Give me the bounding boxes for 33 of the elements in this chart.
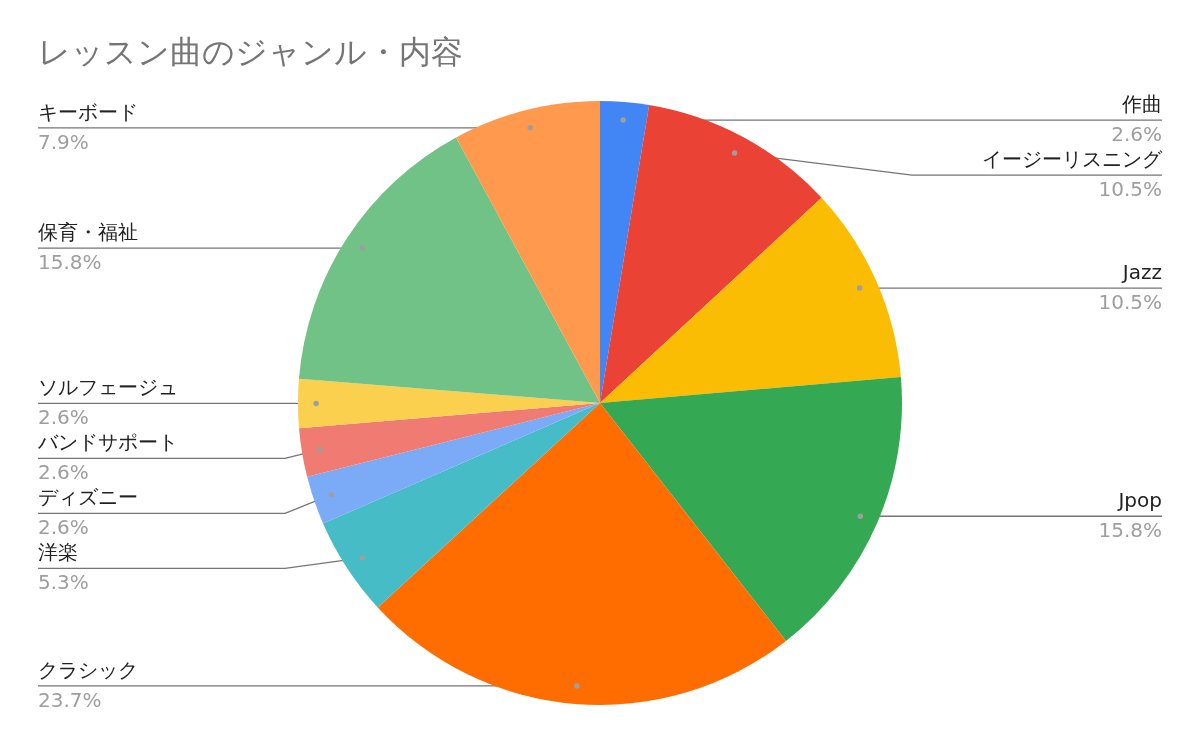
pie-slice: [307, 403, 600, 524]
slice-label: 作曲: [1121, 92, 1162, 117]
data-label: 10.5%: [1098, 177, 1162, 202]
data-label: 2.6%: [38, 405, 89, 430]
data-label: 10.5%: [1098, 290, 1162, 315]
data-label: 23.7%: [38, 687, 102, 712]
slice-label: バンドサポート: [37, 430, 178, 455]
slice-label: 洋楽: [38, 540, 78, 565]
data-label: 15.8%: [1098, 518, 1162, 543]
data-label: 2.6%: [38, 460, 89, 485]
chart-title: レッスン曲のジャンル・内容: [38, 33, 463, 71]
data-label: 5.3%: [38, 570, 89, 595]
pie-slice: [298, 137, 600, 403]
data-label: 15.8%: [38, 250, 102, 275]
pie-slice: [377, 403, 787, 705]
pie-slice: [600, 197, 901, 403]
slice-label: 保育・福祉: [38, 220, 138, 245]
pie-slice: [600, 101, 650, 403]
slice-label: ディズニー: [38, 485, 138, 510]
data-label: 7.9%: [38, 129, 89, 154]
pie-slice: [456, 101, 600, 403]
slice-label: クラシック: [38, 657, 138, 682]
data-label: 2.6%: [1111, 122, 1162, 147]
data-label: 2.6%: [38, 515, 89, 540]
slice-label: ソルフェージュ: [38, 375, 178, 400]
pie-slice: [600, 376, 902, 641]
pie-slice: [600, 105, 822, 403]
pie-slice: [323, 403, 600, 608]
slice-label: Jpop: [1116, 488, 1162, 513]
slice-label: キーボード: [38, 99, 138, 124]
pie-slice: [299, 403, 600, 477]
slice-label: Jazz: [1120, 260, 1162, 285]
slice-label: イージーリスニング: [982, 147, 1163, 172]
